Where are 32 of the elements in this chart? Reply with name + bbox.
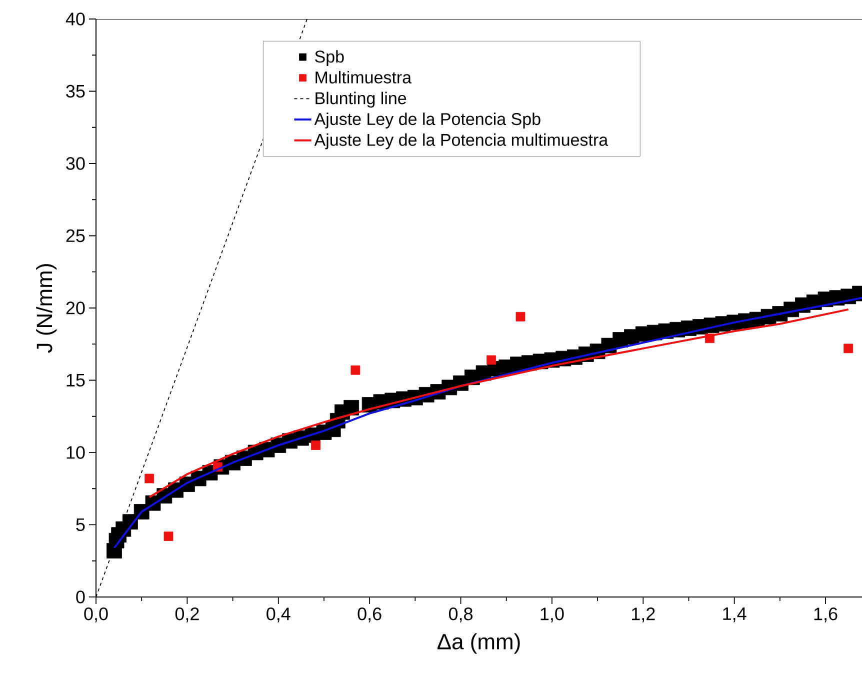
- x-tick-label: 0,8: [448, 608, 473, 622]
- legend-label: Ajuste Ley de la Potencia multimuestra: [314, 133, 608, 150]
- point: [844, 344, 854, 354]
- y-tick-label: 5: [76, 518, 85, 532]
- x-tick-label: 1,2: [632, 608, 655, 622]
- y-tick-label: 30: [66, 157, 85, 170]
- x-tick-label: 1,4: [723, 608, 746, 622]
- legend-label: Blunting line: [316, 92, 406, 108]
- legend-label: Multimuestra: [316, 70, 412, 84]
- y-tick-label: 35: [66, 84, 85, 98]
- legend-label: Spb: [315, 50, 344, 66]
- x-tick-label: 0,2: [175, 608, 199, 622]
- y-tick-label: 10: [66, 446, 85, 459]
- point: [350, 365, 360, 375]
- x-axis-title: Δa (mm): [437, 633, 520, 654]
- x-tick-label: 1,6: [814, 608, 838, 622]
- x-tick-label: 0,6: [358, 608, 382, 622]
- x-tick-label: 0,0: [84, 608, 108, 622]
- point: [144, 474, 154, 484]
- y-tick-label: 40: [66, 12, 85, 26]
- x-tick-label: 0,4: [266, 608, 290, 622]
- x-tick-label: 1,0: [540, 608, 564, 622]
- point: [311, 440, 320, 450]
- y-tick-label: 0: [76, 590, 85, 604]
- y-tick-label: 20: [66, 302, 85, 314]
- point: [516, 312, 526, 322]
- y-axis-title: J (N/mm): [36, 264, 57, 353]
- point: [486, 355, 496, 365]
- legend-label: Ajuste Ley de la Potencia Spb: [314, 112, 540, 128]
- point: [164, 532, 174, 541]
- y-tick-label: 15: [66, 374, 85, 387]
- y-tick-label: 25: [66, 229, 85, 242]
